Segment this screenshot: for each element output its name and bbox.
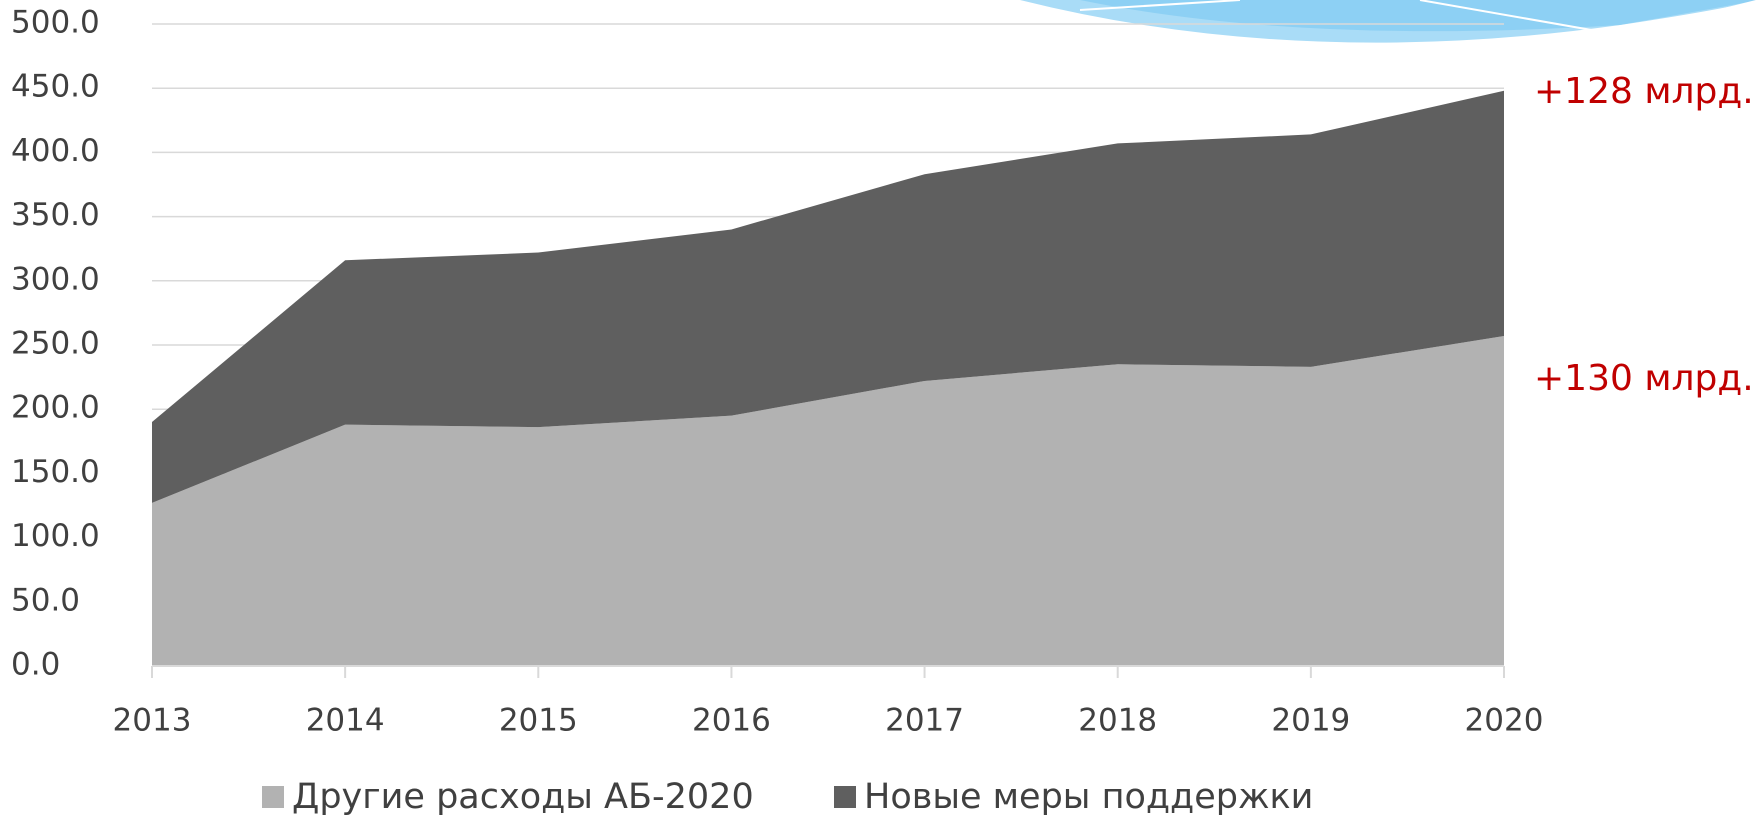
legend-swatch [262,786,284,808]
y-tick-label: 350.0 [11,197,100,233]
x-tick-label: 2014 [306,703,385,739]
y-tick-label: 250.0 [11,326,100,362]
annotation: +128 млрд. [1534,71,1754,112]
y-tick-label: 400.0 [11,133,100,169]
annotation: +130 млрд. [1534,358,1754,399]
x-tick-label: 2015 [499,703,578,739]
legend-label: Другие расходы АБ-2020 [292,777,754,817]
y-tick-label: 150.0 [11,454,100,490]
chart: 0.0 50.0 100.0 150.0 200.0 250.0 300.0 350.0 400… [0,0,1760,817]
y-tick-label: 450.0 [11,69,100,105]
x-tick-label: 2018 [1078,703,1157,739]
y-tick-label: 0.0 [11,647,60,683]
y-tick-label: 100.0 [11,518,100,554]
legend-label: Новые меры поддержки [864,777,1313,817]
y-tick-label: 500.0 [11,5,100,41]
y-tick-label: 200.0 [11,390,100,426]
y-tick-label: 300.0 [11,261,100,297]
x-tick-label: 2016 [692,703,771,739]
x-tick-label: 2020 [1465,703,1544,739]
x-tick-label: 2017 [885,703,964,739]
x-tick-label: 2019 [1271,703,1350,739]
y-tick-label: 50.0 [11,582,80,618]
legend-swatch [834,786,856,808]
x-tick-label: 2013 [113,703,192,739]
decoration [1020,0,1760,43]
